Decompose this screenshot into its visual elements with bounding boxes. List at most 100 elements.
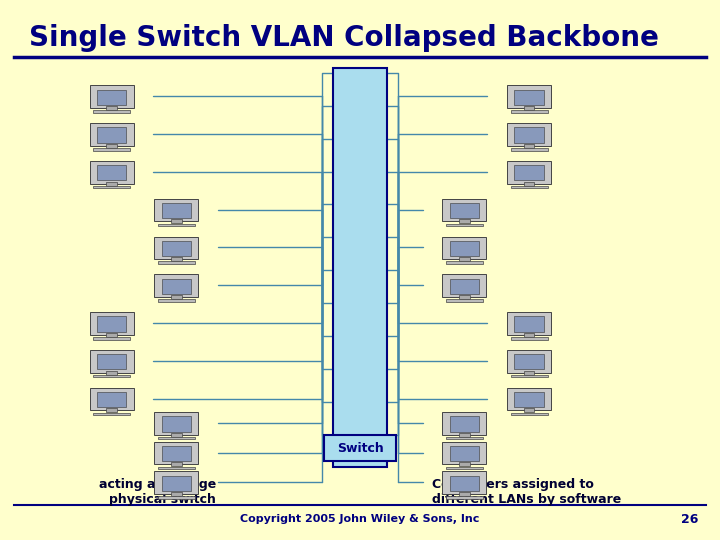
FancyBboxPatch shape — [442, 442, 487, 464]
FancyBboxPatch shape — [524, 106, 534, 110]
FancyBboxPatch shape — [107, 181, 117, 186]
FancyBboxPatch shape — [96, 392, 127, 407]
FancyBboxPatch shape — [446, 496, 483, 499]
FancyBboxPatch shape — [93, 110, 130, 113]
FancyBboxPatch shape — [459, 219, 469, 224]
FancyBboxPatch shape — [158, 299, 195, 302]
FancyBboxPatch shape — [93, 413, 130, 415]
FancyBboxPatch shape — [449, 476, 480, 491]
FancyBboxPatch shape — [446, 261, 483, 264]
FancyBboxPatch shape — [524, 333, 534, 337]
FancyBboxPatch shape — [459, 462, 469, 467]
FancyBboxPatch shape — [446, 437, 483, 440]
FancyBboxPatch shape — [107, 333, 117, 337]
FancyBboxPatch shape — [93, 148, 130, 151]
FancyBboxPatch shape — [93, 375, 130, 377]
FancyBboxPatch shape — [154, 442, 198, 464]
FancyBboxPatch shape — [158, 261, 195, 264]
FancyBboxPatch shape — [442, 199, 487, 221]
FancyBboxPatch shape — [446, 467, 483, 469]
FancyBboxPatch shape — [96, 354, 127, 369]
FancyBboxPatch shape — [507, 388, 552, 410]
FancyBboxPatch shape — [324, 435, 396, 461]
Text: 26: 26 — [681, 513, 698, 526]
FancyBboxPatch shape — [459, 492, 469, 496]
FancyBboxPatch shape — [162, 203, 192, 218]
FancyBboxPatch shape — [449, 241, 480, 256]
FancyBboxPatch shape — [89, 161, 134, 184]
FancyBboxPatch shape — [515, 354, 544, 369]
FancyBboxPatch shape — [154, 471, 198, 494]
FancyBboxPatch shape — [96, 127, 127, 143]
FancyBboxPatch shape — [89, 312, 134, 335]
FancyBboxPatch shape — [510, 413, 548, 415]
FancyBboxPatch shape — [89, 350, 134, 373]
FancyBboxPatch shape — [171, 295, 181, 299]
FancyBboxPatch shape — [89, 123, 134, 146]
FancyBboxPatch shape — [510, 375, 548, 377]
FancyBboxPatch shape — [507, 123, 552, 146]
FancyBboxPatch shape — [154, 274, 198, 297]
FancyBboxPatch shape — [154, 237, 198, 259]
FancyBboxPatch shape — [333, 68, 387, 467]
FancyBboxPatch shape — [449, 416, 480, 431]
FancyBboxPatch shape — [507, 85, 552, 108]
FancyBboxPatch shape — [449, 446, 480, 461]
FancyBboxPatch shape — [446, 224, 483, 226]
FancyBboxPatch shape — [442, 412, 487, 435]
FancyBboxPatch shape — [446, 299, 483, 302]
FancyBboxPatch shape — [524, 408, 534, 413]
FancyBboxPatch shape — [510, 110, 548, 113]
FancyBboxPatch shape — [442, 274, 487, 297]
Text: acting as a large
physical switch: acting as a large physical switch — [99, 478, 216, 506]
FancyBboxPatch shape — [171, 219, 181, 224]
FancyBboxPatch shape — [515, 392, 544, 407]
FancyBboxPatch shape — [459, 433, 469, 437]
FancyBboxPatch shape — [507, 161, 552, 184]
FancyBboxPatch shape — [510, 337, 548, 340]
FancyBboxPatch shape — [158, 467, 195, 469]
FancyBboxPatch shape — [89, 85, 134, 108]
FancyBboxPatch shape — [162, 241, 192, 256]
FancyBboxPatch shape — [96, 165, 127, 180]
FancyBboxPatch shape — [459, 257, 469, 261]
FancyBboxPatch shape — [162, 446, 192, 461]
FancyBboxPatch shape — [510, 148, 548, 151]
FancyBboxPatch shape — [96, 316, 127, 332]
FancyBboxPatch shape — [93, 337, 130, 340]
FancyBboxPatch shape — [162, 416, 192, 431]
FancyBboxPatch shape — [442, 471, 487, 494]
FancyBboxPatch shape — [171, 257, 181, 261]
FancyBboxPatch shape — [162, 476, 192, 491]
FancyBboxPatch shape — [449, 203, 480, 218]
FancyBboxPatch shape — [107, 144, 117, 148]
FancyBboxPatch shape — [171, 433, 181, 437]
FancyBboxPatch shape — [515, 316, 544, 332]
FancyBboxPatch shape — [107, 370, 117, 375]
FancyBboxPatch shape — [89, 388, 134, 410]
FancyBboxPatch shape — [158, 496, 195, 499]
FancyBboxPatch shape — [507, 312, 552, 335]
FancyBboxPatch shape — [515, 127, 544, 143]
FancyBboxPatch shape — [93, 186, 130, 188]
Text: Computers assigned to
different LANs by software: Computers assigned to different LANs by … — [432, 478, 621, 506]
Text: Single Switch VLAN Collapsed Backbone: Single Switch VLAN Collapsed Backbone — [29, 24, 659, 52]
FancyBboxPatch shape — [524, 370, 534, 375]
FancyBboxPatch shape — [154, 412, 198, 435]
FancyBboxPatch shape — [171, 462, 181, 467]
Text: Copyright 2005 John Wiley & Sons, Inc: Copyright 2005 John Wiley & Sons, Inc — [240, 515, 480, 524]
FancyBboxPatch shape — [510, 186, 548, 188]
FancyBboxPatch shape — [459, 295, 469, 299]
FancyBboxPatch shape — [158, 224, 195, 226]
FancyBboxPatch shape — [524, 181, 534, 186]
FancyBboxPatch shape — [449, 279, 480, 294]
FancyBboxPatch shape — [524, 144, 534, 148]
FancyBboxPatch shape — [515, 165, 544, 180]
FancyBboxPatch shape — [171, 492, 181, 496]
FancyBboxPatch shape — [96, 90, 127, 105]
FancyBboxPatch shape — [507, 350, 552, 373]
Text: Switch: Switch — [337, 442, 383, 455]
FancyBboxPatch shape — [442, 237, 487, 259]
FancyBboxPatch shape — [158, 437, 195, 440]
FancyBboxPatch shape — [515, 90, 544, 105]
